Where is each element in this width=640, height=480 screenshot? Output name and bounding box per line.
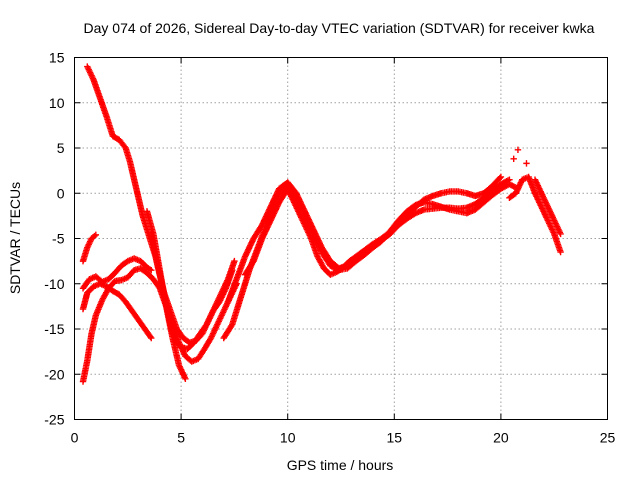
axis-ticks (74, 57, 608, 420)
data-point (147, 333, 154, 340)
data-point (182, 375, 189, 382)
series-track-j (241, 181, 522, 278)
data-point (148, 266, 155, 274)
x-tick-label: 15 (387, 430, 403, 446)
y-axis-label: SDTVAR / TECUs (7, 182, 23, 294)
series-outliers (510, 146, 530, 167)
data-point (557, 230, 564, 238)
data-point (91, 232, 98, 240)
series-track-e (79, 255, 155, 292)
data-point (228, 322, 235, 330)
x-tick-label: 5 (177, 430, 185, 446)
y-tick-label: -25 (44, 412, 64, 428)
data-point (146, 266, 154, 273)
data-point (497, 173, 505, 181)
y-tick-label: 0 (57, 185, 65, 201)
data-point (231, 257, 238, 265)
data-point (514, 146, 522, 154)
data-point (557, 248, 564, 256)
series-track-h (220, 176, 513, 342)
y-tick-label: -20 (44, 366, 64, 382)
data-point (92, 231, 100, 239)
y-tick-label: 10 (49, 95, 65, 111)
y-tick-label: -15 (44, 321, 64, 337)
data-point (148, 334, 155, 342)
data-point (510, 155, 517, 163)
series-track-l (531, 176, 564, 238)
x-tick-label: 20 (493, 430, 509, 446)
data-point (249, 259, 256, 266)
x-tick-label: 10 (280, 430, 296, 446)
x-axis-label: GPS time / hours (287, 457, 394, 473)
series-track-k (506, 173, 564, 256)
tick-labels: 0 5 10 15 20 25 15 10 5 0 -5 -10 -15 -20 -25 (44, 50, 615, 446)
y-tick-label: 15 (49, 50, 65, 66)
data-point (523, 160, 530, 167)
series-track-c (79, 280, 155, 342)
chart-title: Day 074 of 2026, Sidereal Day-to-day VTE… (84, 20, 595, 36)
y-tick-label: -5 (52, 231, 65, 247)
series-track-g (148, 230, 238, 346)
series-track-d (79, 231, 100, 265)
y-tick-label: -10 (44, 276, 64, 292)
data-point (496, 174, 504, 182)
data-points (79, 63, 564, 385)
y-tick-label: 5 (57, 140, 65, 156)
x-tick-label: 25 (600, 430, 616, 446)
x-tick-label: 0 (71, 430, 79, 446)
